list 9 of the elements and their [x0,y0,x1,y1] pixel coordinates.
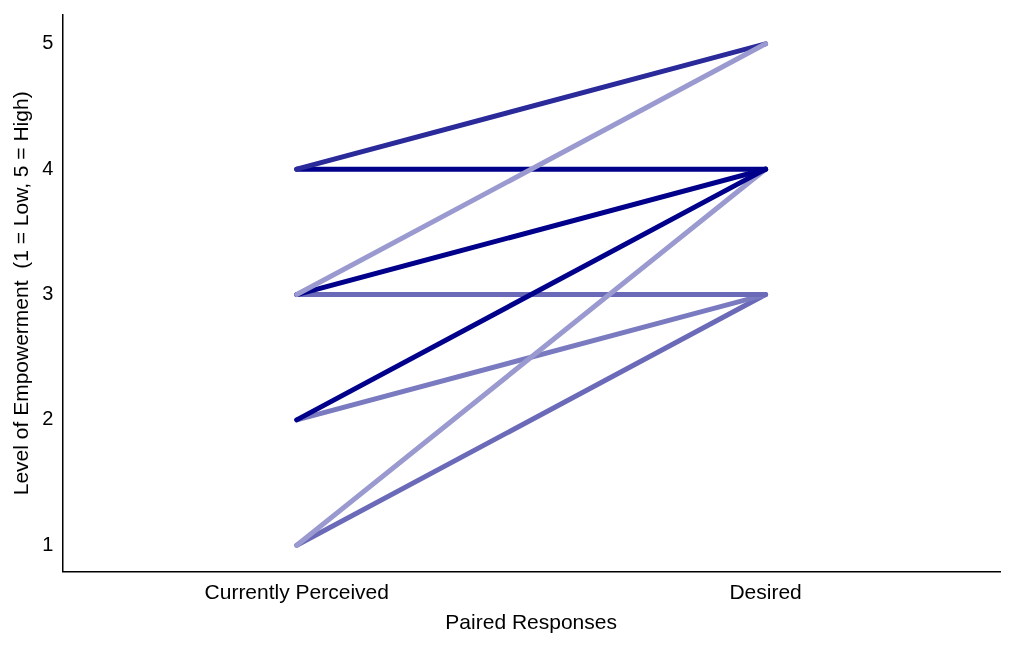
y-tick-label: 4 [42,156,54,179]
y-tick-label: 2 [42,407,54,430]
x-axis-title: Paired Responses [445,610,617,634]
y-tick-label: 1 [42,532,54,555]
x-tick-label: Currently Perceived [204,580,389,603]
y-tick-label: 3 [42,282,54,305]
x-tick-label: Desired [729,580,802,603]
y-tick-label: 5 [42,31,54,54]
y-axis-title: Level of Empowerment (1 = Low, 5 = High) [9,91,33,496]
